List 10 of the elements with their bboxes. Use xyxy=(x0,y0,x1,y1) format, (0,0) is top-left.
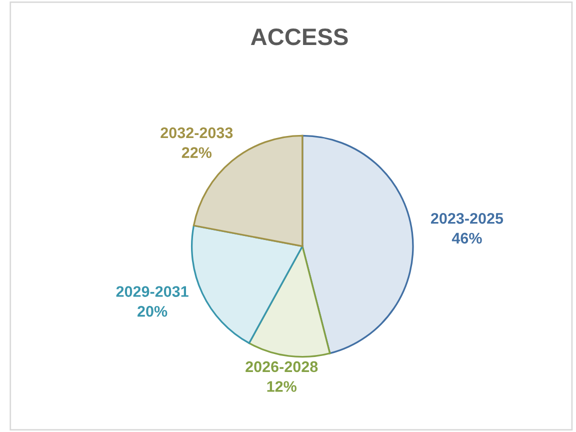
slice-label: 2023-2025 xyxy=(430,213,504,224)
slice-label: 2032-2033 xyxy=(160,127,233,138)
data-label: 22% xyxy=(182,147,212,158)
data-label: 12% xyxy=(267,381,296,392)
slice-label: 2026-2028 xyxy=(246,361,318,372)
slice-label: 2029-2031 xyxy=(116,286,188,297)
data-label: 46% xyxy=(452,232,482,244)
data-label: 20% xyxy=(138,306,168,317)
chart-title: ACCESS xyxy=(250,28,348,46)
pie-slice xyxy=(248,245,331,358)
